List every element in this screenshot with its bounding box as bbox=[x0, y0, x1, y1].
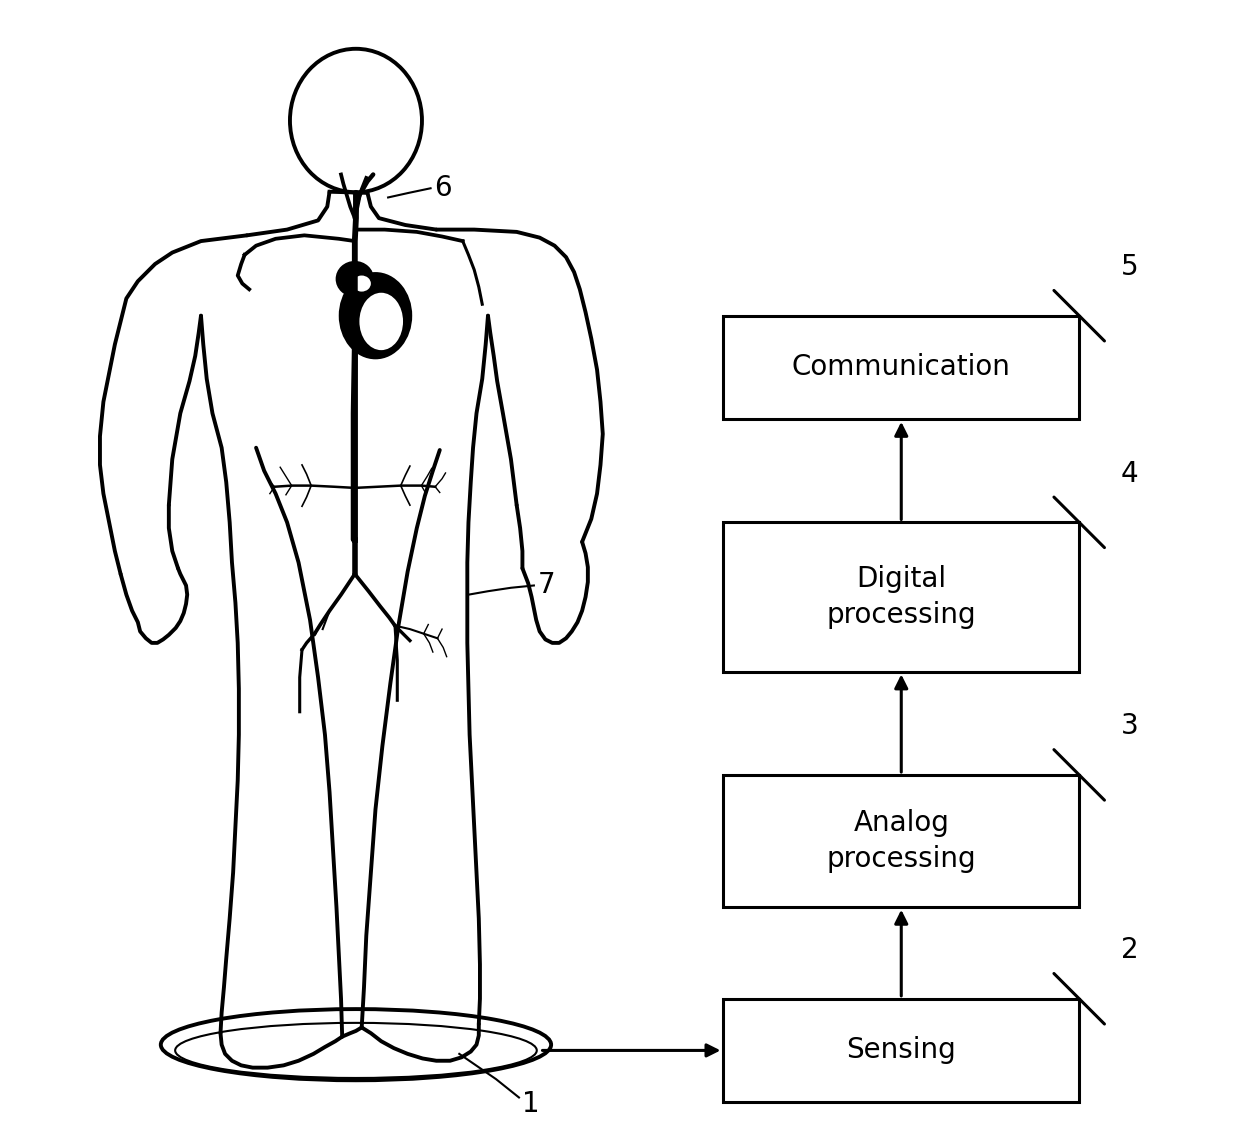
Bar bbox=[723, 522, 1079, 672]
Ellipse shape bbox=[339, 264, 371, 294]
Text: 6: 6 bbox=[434, 174, 451, 202]
Text: 7: 7 bbox=[537, 572, 556, 599]
Text: 1: 1 bbox=[522, 1091, 541, 1118]
Text: Sensing: Sensing bbox=[847, 1037, 956, 1064]
Text: 3: 3 bbox=[1121, 713, 1138, 740]
Text: 2: 2 bbox=[1121, 937, 1138, 964]
Text: 5: 5 bbox=[1121, 254, 1138, 281]
Bar bbox=[723, 316, 1079, 419]
Text: Analog
processing: Analog processing bbox=[826, 809, 976, 872]
Ellipse shape bbox=[360, 293, 403, 350]
Bar bbox=[723, 775, 1079, 907]
Bar bbox=[723, 999, 1079, 1102]
Text: 4: 4 bbox=[1121, 460, 1138, 488]
Ellipse shape bbox=[352, 276, 371, 292]
Text: Digital
processing: Digital processing bbox=[826, 565, 976, 629]
Ellipse shape bbox=[342, 276, 409, 356]
Text: Communication: Communication bbox=[792, 354, 1011, 381]
